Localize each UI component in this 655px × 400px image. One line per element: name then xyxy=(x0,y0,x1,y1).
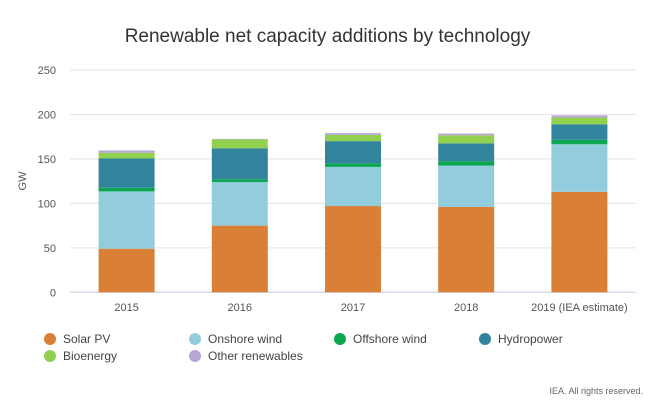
legend-swatch-icon xyxy=(479,333,491,345)
legend-swatch-icon xyxy=(44,350,56,362)
bar-segment-other-renewables xyxy=(98,150,155,153)
x-tick-label: 2015 xyxy=(114,302,138,314)
bar-segment-bioenergy xyxy=(551,117,608,125)
bar-segment-bioenergy xyxy=(325,134,381,142)
x-tick-label: 2016 xyxy=(228,302,252,314)
bar-segment-bioenergy xyxy=(438,135,495,144)
bar-segment-hydropower xyxy=(438,143,495,162)
bar-segment-offshore-wind xyxy=(98,187,155,192)
bar-segment-hydropower xyxy=(325,141,381,164)
bar-segment-solar-pv xyxy=(325,206,381,293)
legend-item: Offshore wind xyxy=(334,332,427,346)
y-tick-label: 150 xyxy=(38,154,56,166)
bar-segment-offshore-wind xyxy=(211,179,268,183)
bar-segment-solar-pv xyxy=(438,206,495,293)
legend-label: Bioenergy xyxy=(63,349,118,363)
bar-segment-solar-pv xyxy=(551,191,608,293)
legend-label: Solar PV xyxy=(63,332,111,346)
legend-label: Offshore wind xyxy=(353,332,427,346)
x-tick-label: 2019 (IEA estimate) xyxy=(531,302,628,314)
bar-segment-solar-pv xyxy=(98,248,155,293)
x-tick-label: 2018 xyxy=(454,302,478,314)
bar-segment-hydropower xyxy=(211,148,268,180)
bar-segment-onshore-wind xyxy=(211,182,268,226)
x-tick-label: 2017 xyxy=(341,302,365,314)
bar-segment-onshore-wind xyxy=(98,191,155,249)
plot-area: 0 50 100 150 200 250 GW 2015 2016 2017 2018 2019 (I… xyxy=(17,65,636,314)
bar-segment-solar-pv xyxy=(211,225,268,293)
bar-segment-bioenergy xyxy=(211,139,268,149)
legend-item: Hydropower xyxy=(479,332,563,346)
legend-label: Other renewables xyxy=(208,349,303,363)
legend-swatch-icon xyxy=(189,333,201,345)
copyright-footer: IEA. All rights reserved. xyxy=(549,386,643,396)
legend-item: Onshore wind xyxy=(189,332,282,346)
y-tick-label: 0 xyxy=(50,287,56,299)
bar-segment-onshore-wind xyxy=(325,166,381,207)
bar-segment-onshore-wind xyxy=(438,165,495,207)
bar-segment-onshore-wind xyxy=(551,144,608,192)
legend-item: Bioenergy xyxy=(44,349,117,363)
bar-segment-offshore-wind xyxy=(438,161,495,166)
bar-segment-other-renewables xyxy=(551,115,608,118)
legend-item: Solar PV xyxy=(44,332,110,346)
y-tick-label: 50 xyxy=(44,243,56,255)
y-axis-label: GW xyxy=(17,171,29,191)
y-tick-label: 100 xyxy=(38,198,56,210)
legend-swatch-icon xyxy=(189,350,201,362)
legend-swatch-icon xyxy=(44,333,56,345)
y-tick-label: 250 xyxy=(38,65,56,77)
legend-label: Hydropower xyxy=(498,332,563,346)
legend-item: Other renewables xyxy=(189,349,303,363)
bar-segment-other-renewables xyxy=(438,133,495,136)
y-tick-label: 200 xyxy=(38,109,56,121)
chart-title: Renewable net capacity additions by tech… xyxy=(124,26,531,47)
bar-segment-offshore-wind xyxy=(551,139,608,145)
bar-segment-offshore-wind xyxy=(325,163,381,167)
bar-segment-other-renewables xyxy=(325,133,381,135)
legend-label: Onshore wind xyxy=(208,332,283,346)
bar-segment-hydropower xyxy=(551,124,608,140)
bar-segment-hydropower xyxy=(98,158,155,188)
legend-swatch-icon xyxy=(334,333,346,345)
bar-segment-bioenergy xyxy=(98,152,155,159)
